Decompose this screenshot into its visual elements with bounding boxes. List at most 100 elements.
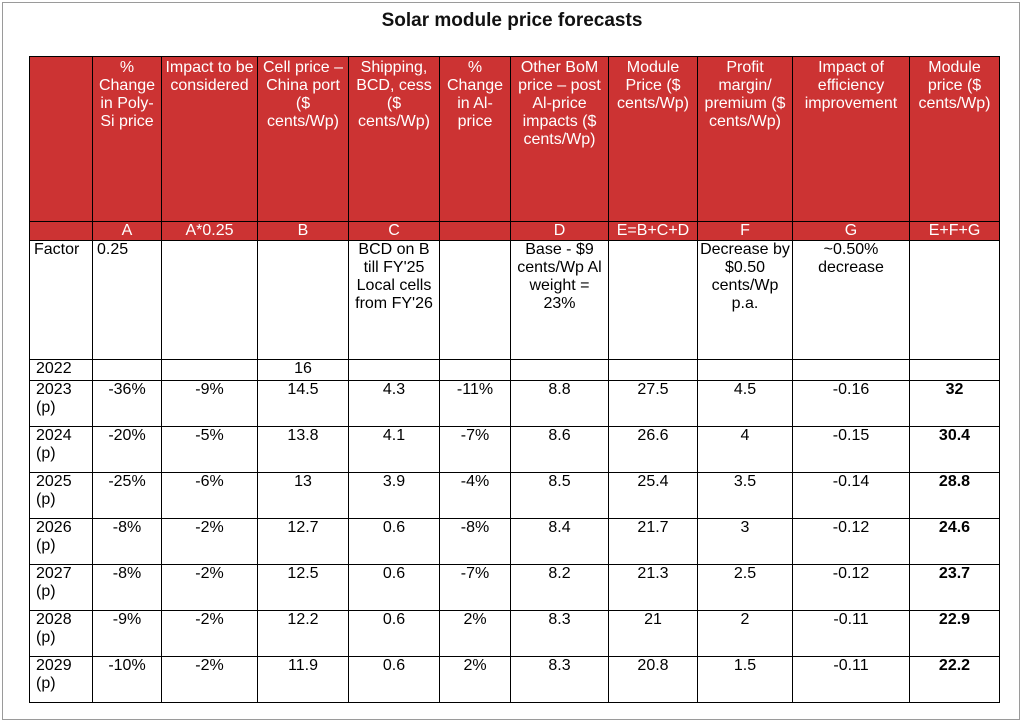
table-cell: -36% xyxy=(92,380,162,427)
table-cell: 22.9 xyxy=(909,610,1000,657)
table-cell: -2% xyxy=(161,518,258,565)
table-cell: -8% xyxy=(92,518,162,565)
table-cell: 2029 (p) xyxy=(29,656,93,703)
table-row: 2025 (p) -25% -6% 13 3.9 -4% 8.5 25.4 3.5 -0.14 28… xyxy=(29,472,1000,519)
table-cell: -0.15 xyxy=(792,426,910,473)
table-cell: -0.12 xyxy=(792,518,910,565)
table-cell: 21.7 xyxy=(608,518,698,565)
table-cell: -0.14 xyxy=(792,472,910,519)
table-cell: -2% xyxy=(161,656,258,703)
table-cell: Base - $9 cents/Wp Al weight = 23% xyxy=(510,240,609,360)
formula-cell: F xyxy=(697,221,793,241)
column-header: Module Price ($ cents/Wp) xyxy=(608,56,698,222)
formula-cell: A xyxy=(92,221,162,241)
formula-cell: G xyxy=(792,221,910,241)
formula-cell: B xyxy=(257,221,349,241)
factor-row: Factor 0.25 BCD on B till FY'25 Local ce… xyxy=(29,240,1000,360)
formula-cell: E=B+C+D xyxy=(608,221,698,241)
column-header: % Change in Poly-Si price xyxy=(92,56,162,222)
table-cell: -0.12 xyxy=(792,564,910,611)
header-row: % Change in Poly-Si price Impact to be c… xyxy=(29,56,1000,222)
table-cell: 4.1 xyxy=(348,426,440,473)
table-cell: 11.9 xyxy=(257,656,349,703)
table-cell: 3 xyxy=(697,518,793,565)
column-header: Cell price – China port ($ cents/Wp) xyxy=(257,56,349,222)
table-cell: 0.6 xyxy=(348,564,440,611)
table-cell xyxy=(697,359,793,381)
table-cell: -10% xyxy=(92,656,162,703)
table-cell: -11% xyxy=(439,380,511,427)
table-cell: 8.4 xyxy=(510,518,609,565)
table-cell: 4 xyxy=(697,426,793,473)
formula-row: A A*0.25 B C D E=B+C+D F G E+F+G xyxy=(29,221,1000,241)
table-cell: -8% xyxy=(439,518,511,565)
table-row: 2027 (p) -8% -2% 12.5 0.6 -7% 8.2 21.3 2.5 -0.12 2… xyxy=(29,564,1000,611)
column-header: Impact to be considered xyxy=(161,56,258,222)
table-cell: 4.5 xyxy=(697,380,793,427)
table-cell: 26.6 xyxy=(608,426,698,473)
table-cell: 13 xyxy=(257,472,349,519)
table-cell: 8.6 xyxy=(510,426,609,473)
table-cell: -9% xyxy=(92,610,162,657)
table-row: 2024 (p) -20% -5% 13.8 4.1 -7% 8.6 26.6 4 -0.15 30… xyxy=(29,426,1000,473)
table-cell: -9% xyxy=(161,380,258,427)
table-cell: 2022 xyxy=(29,359,93,381)
column-header xyxy=(29,56,93,222)
table-row: 2029 (p) -10% -2% 11.9 0.6 2% 8.3 20.8 1.5 -0.11 2… xyxy=(29,656,1000,703)
table-cell: 27.5 xyxy=(608,380,698,427)
table-cell: 2.5 xyxy=(697,564,793,611)
formula-cell: D xyxy=(510,221,609,241)
table-cell xyxy=(348,359,440,381)
table-cell: 21 xyxy=(608,610,698,657)
table-row: 2023 (p) -36% -9% 14.5 4.3 -11% 8.8 27.5 4.5 -0.1… xyxy=(29,380,1000,427)
formula-cell: E+F+G xyxy=(909,221,1000,241)
table-cell: 12.2 xyxy=(257,610,349,657)
table-cell: -0.16 xyxy=(792,380,910,427)
table-cell: ~0.50% decrease xyxy=(792,240,910,360)
table-cell: 2% xyxy=(439,610,511,657)
formula-cell xyxy=(439,221,511,241)
table-cell: 24.6 xyxy=(909,518,1000,565)
table-cell: 1.5 xyxy=(697,656,793,703)
table-cell: 0.6 xyxy=(348,610,440,657)
table-cell: -0.11 xyxy=(792,610,910,657)
table-cell: 8.2 xyxy=(510,564,609,611)
table-cell: 25.4 xyxy=(608,472,698,519)
table-cell xyxy=(92,359,162,381)
table-cell: 8.3 xyxy=(510,656,609,703)
table-cell: -7% xyxy=(439,564,511,611)
table-cell: 4.3 xyxy=(348,380,440,427)
column-header: Shipping, BCD, cess ($ cents/Wp) xyxy=(348,56,440,222)
column-header: Module price ($ cents/Wp) xyxy=(909,56,1000,222)
column-header: Profit margin/ premium ($ cents/Wp) xyxy=(697,56,793,222)
table-cell: 12.5 xyxy=(257,564,349,611)
table-cell: 3.9 xyxy=(348,472,440,519)
table-cell: 23.7 xyxy=(909,564,1000,611)
table-row: 2022 16 xyxy=(29,359,1000,381)
table-cell: -6% xyxy=(161,472,258,519)
price-forecast-table: % Change in Poly-Si price Impact to be c… xyxy=(29,56,1000,703)
table-cell: 20.8 xyxy=(608,656,698,703)
table-cell: -20% xyxy=(92,426,162,473)
table-cell: 28.8 xyxy=(909,472,1000,519)
table-row: 2028 (p) -9% -2% 12.2 0.6 2% 8.3 21 2 -0.11 22.9 xyxy=(29,610,1000,657)
table-cell: -2% xyxy=(161,564,258,611)
table-cell xyxy=(608,240,698,360)
table-cell xyxy=(439,240,511,360)
formula-cell xyxy=(29,221,93,241)
table-cell xyxy=(510,359,609,381)
table-cell: 13.8 xyxy=(257,426,349,473)
table-cell: -0.11 xyxy=(792,656,910,703)
formula-cell: A*0.25 xyxy=(161,221,258,241)
table-cell: 2028 (p) xyxy=(29,610,93,657)
formula-cell: C xyxy=(348,221,440,241)
table-cell: 3.5 xyxy=(697,472,793,519)
table-cell xyxy=(161,359,258,381)
table-row: 2026 (p) -8% -2% 12.7 0.6 -8% 8.4 21.7 3 -0.12 24.… xyxy=(29,518,1000,565)
table-cell: 32 xyxy=(909,380,1000,427)
table-cell: -8% xyxy=(92,564,162,611)
table-cell: -7% xyxy=(439,426,511,473)
column-header: Other BoM price – post Al-price impacts … xyxy=(510,56,609,222)
table-cell: 8.3 xyxy=(510,610,609,657)
table-cell xyxy=(161,240,258,360)
